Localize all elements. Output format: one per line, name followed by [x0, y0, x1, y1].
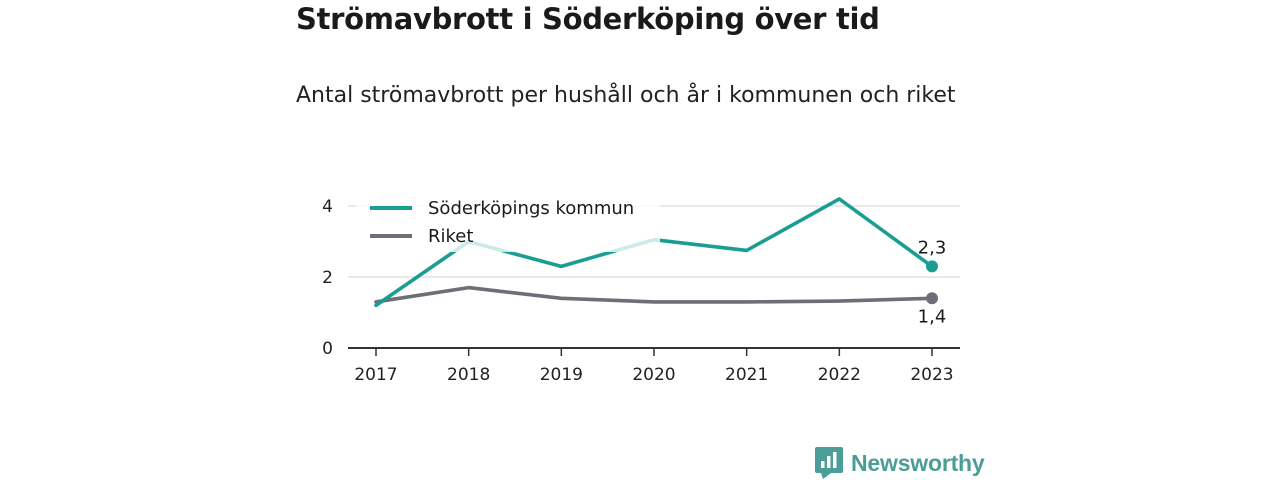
y-tick-label-4: 4: [322, 197, 333, 217]
newsworthy-logo: Newsworthy: [815, 446, 985, 480]
series-end-points: 2,3 1,4: [918, 237, 947, 327]
legend-label-riket: Riket: [428, 226, 473, 247]
x-tick-label-2022: 2022: [818, 365, 861, 385]
x-tick-label-2023: 2023: [910, 365, 953, 385]
chart-subtitle: Antal strömavbrott per hushåll och år i …: [296, 83, 956, 108]
x-tick-label-2017: 2017: [354, 365, 397, 385]
brand-name: Newsworthy: [851, 449, 985, 476]
y-tick-label-0: 0: [322, 339, 333, 359]
x-tick-label-2020: 2020: [632, 365, 675, 385]
legend: Söderköpings kommun Riket: [356, 190, 660, 252]
legend-background: [356, 190, 660, 252]
x-tick-label-2018: 2018: [447, 365, 490, 385]
x-tick-label-2019: 2019: [540, 365, 583, 385]
end-label-riket: 1,4: [918, 306, 947, 327]
x-tick-label-2021: 2021: [725, 365, 768, 385]
newsworthy-logo-icon: [815, 447, 843, 479]
end-point-soderkoping: [926, 260, 938, 273]
x-axis-ticks: 2017 2018 2019 2020 2021 2022 2023: [354, 348, 954, 385]
chart-title: Strömavbrott i Söderköping över tid: [296, 2, 880, 36]
legend-label-soderkoping: Söderköpings kommun: [428, 198, 634, 219]
end-point-riket: [926, 292, 938, 305]
y-tick-label-2: 2: [322, 268, 333, 288]
series-line-riket: [374, 285, 934, 304]
y-axis-tick-labels: 0 2 4: [322, 197, 333, 359]
end-label-soderkoping: 2,3: [918, 237, 947, 258]
